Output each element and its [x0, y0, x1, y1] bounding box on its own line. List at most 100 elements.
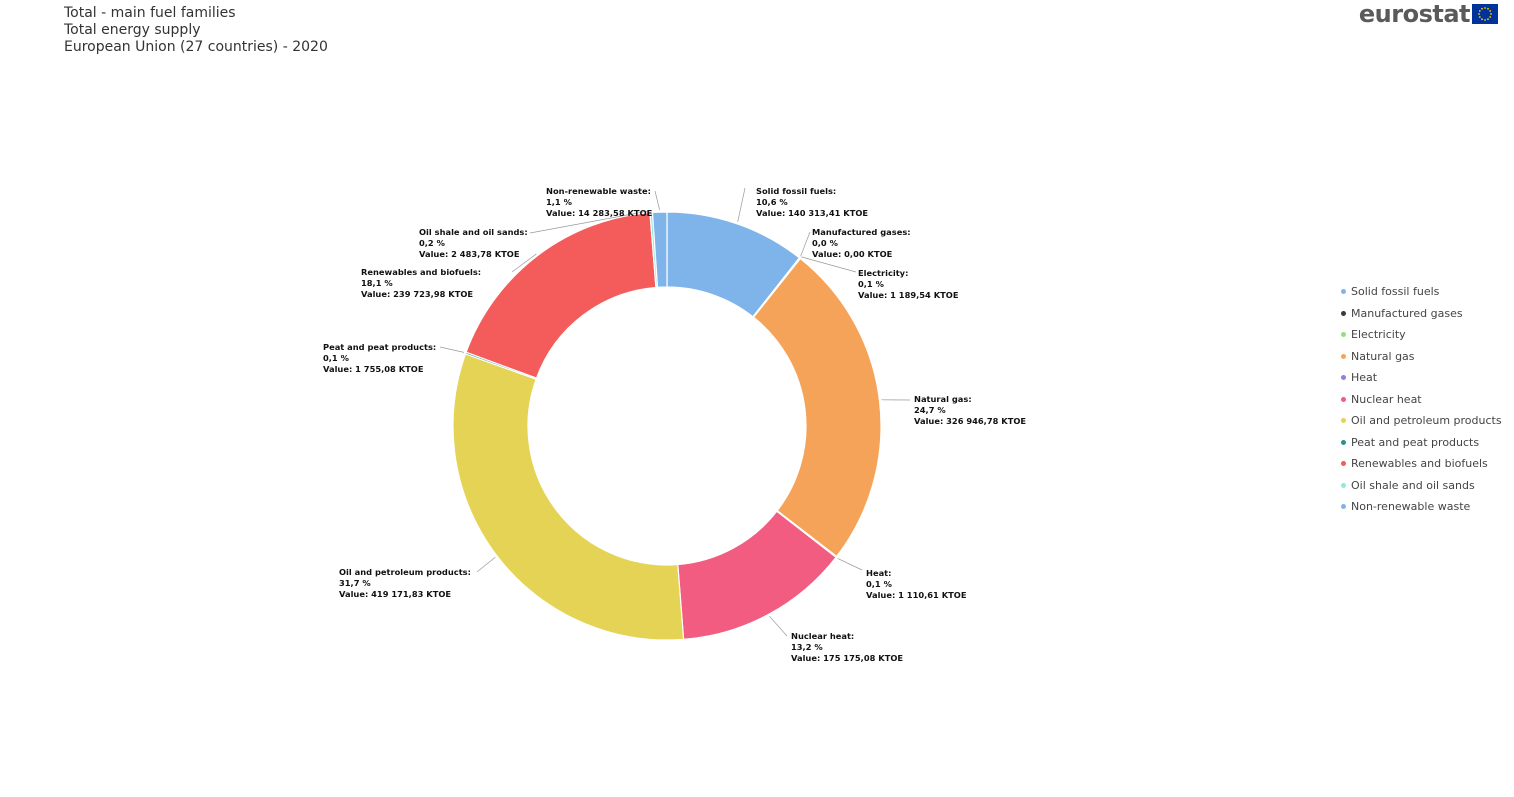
eu-flag-star — [1489, 16, 1492, 18]
legend-item-oil-shale-and-oil-sands[interactable]: Oil shale and oil sands — [1341, 475, 1502, 497]
eu-flag-star — [1478, 13, 1480, 15]
legend-label: Solid fossil fuels — [1351, 285, 1440, 299]
eurostat-logo: eurostat — [1359, 0, 1498, 28]
legend-label: Nuclear heat — [1351, 392, 1422, 406]
legend-marker — [1341, 439, 1346, 445]
connector-non-renewable-waste — [654, 190, 661, 211]
legend-item-non-renewable-waste[interactable]: Non-renewable waste — [1341, 496, 1502, 518]
data-label-value: Value: 239 723,98 KTOE — [361, 289, 473, 299]
legend-marker — [1341, 353, 1346, 359]
data-label-value: Value: 419 171,83 KTOE — [339, 589, 451, 599]
slice-renewables-and-biofuels[interactable] — [465, 212, 657, 379]
data-label-percent: 0,1 % — [866, 579, 893, 589]
eu-flag-star — [1484, 7, 1486, 9]
data-label-title: Electricity: — [858, 268, 908, 278]
legend-label: Electricity — [1351, 328, 1406, 342]
chart-title-block: Total - main fuel families Total energy … — [64, 5, 328, 56]
connector-heat — [837, 558, 863, 571]
eu-flag-star — [1478, 16, 1481, 18]
legend-label: Peat and peat products — [1351, 435, 1480, 449]
data-label-percent: 10,6 % — [756, 197, 788, 207]
legend-item-natural-gas[interactable]: Natural gas — [1341, 346, 1502, 368]
data-label-percent: 18,1 % — [361, 278, 393, 288]
data-label-title: Peat and peat products: — [323, 342, 436, 352]
connector-manufactured-gases — [800, 231, 811, 257]
donut-slices — [452, 211, 882, 641]
legend-item-nuclear-heat[interactable]: Nuclear heat — [1341, 389, 1502, 411]
data-label-title: Natural gas: — [914, 394, 972, 404]
data-label-title: Oil and petroleum products: — [339, 567, 471, 577]
data-label-manufactured-gases: Manufactured gases:0,0 %Value: 0,00 KTOE — [812, 227, 911, 259]
data-label-title: Oil shale and oil sands: — [419, 227, 528, 237]
data-label-title: Renewables and biofuels: — [361, 267, 481, 277]
legend-item-heat[interactable]: Heat — [1341, 367, 1502, 389]
data-label-percent: 24,7 % — [914, 405, 946, 415]
connector-oil-shale-and-oil-sands — [529, 210, 652, 234]
data-label-heat: Heat:0,1 %Value: 1 110,61 KTOE — [866, 568, 967, 600]
legend-marker — [1341, 375, 1346, 381]
eu-flag-star — [1487, 18, 1489, 21]
legend-marker — [1341, 289, 1346, 295]
label-connectors — [439, 187, 911, 637]
legend-item-peat-and-peat-products[interactable]: Peat and peat products — [1341, 432, 1502, 454]
slice-non-renewable-waste[interactable] — [651, 211, 668, 288]
legend-label: Heat — [1351, 371, 1378, 385]
data-label-percent: 0,1 % — [858, 279, 885, 289]
chart-legend: Solid fossil fuels Manufactured gases Elec… — [1341, 281, 1502, 518]
slice-natural-gas[interactable] — [752, 257, 882, 558]
data-label-percent: 1,1 % — [546, 197, 573, 207]
legend-label: Manufactured gases — [1351, 306, 1463, 320]
legend-marker — [1341, 482, 1346, 488]
legend-marker — [1341, 332, 1346, 338]
data-label-peat-and-peat-products: Peat and peat products:0,1 %Value: 1 755… — [323, 342, 436, 374]
data-label-natural-gas: Natural gas:24,7 %Value: 326 946,78 KTOE — [914, 394, 1026, 426]
connector-electricity — [801, 256, 857, 273]
data-label-title: Manufactured gases: — [812, 227, 911, 237]
data-label-value: Value: 2 483,78 KTOE — [419, 249, 520, 259]
connector-renewables-and-biofuels — [511, 253, 537, 273]
eu-flag-star — [1484, 19, 1486, 21]
eurostat-logo-text: eurostat — [1358, 0, 1471, 28]
data-label-title: Solid fossil fuels: — [756, 186, 836, 196]
data-label-renewables-and-biofuels: Renewables and biofuels:18,1 %Value: 239… — [361, 267, 481, 299]
eu-flag-icon — [1472, 4, 1498, 24]
data-label-non-renewable-waste: Non-renewable waste:1,1 %Value: 14 283,5… — [546, 186, 653, 218]
legend-item-solid-fossil-fuels[interactable]: Solid fossil fuels — [1341, 281, 1502, 303]
legend-label: Oil and petroleum products — [1351, 414, 1502, 428]
legend-item-renewables-and-biofuels[interactable]: Renewables and biofuels — [1341, 453, 1502, 475]
data-label-value: Value: 140 313,41 KTOE — [756, 208, 868, 218]
data-labels: Solid fossil fuels:10,6 %Value: 140 313,… — [323, 186, 1026, 663]
data-label-oil-shale-and-oil-sands: Oil shale and oil sands:0,2 %Value: 2 48… — [419, 227, 528, 259]
eu-flag-star — [1478, 10, 1481, 12]
chart-title-line-2: Total energy supply — [64, 22, 201, 38]
data-label-solid-fossil-fuels: Solid fossil fuels:10,6 %Value: 140 313,… — [756, 186, 868, 218]
connector-solid-fossil-fuels — [737, 187, 746, 222]
data-label-percent: 0,1 % — [323, 353, 350, 363]
eu-flag-star — [1481, 18, 1483, 21]
data-label-percent: 0,0 % — [812, 238, 839, 248]
data-label-value: Value: 326 946,78 KTOE — [914, 416, 1026, 426]
data-label-electricity: Electricity:0,1 %Value: 1 189,54 KTOE — [858, 268, 959, 300]
eu-flag-star — [1490, 13, 1492, 15]
legend-marker — [1341, 396, 1346, 402]
legend-item-oil-and-petroleum-products[interactable]: Oil and petroleum products — [1341, 410, 1502, 432]
eu-flag-star — [1481, 7, 1483, 10]
data-label-value: Value: 0,00 KTOE — [812, 249, 893, 259]
chart-title-line-3: European Union (27 countries) - 2020 — [64, 39, 328, 55]
data-label-title: Nuclear heat: — [791, 631, 854, 641]
connector-nuclear-heat — [769, 615, 788, 637]
slice-oil-and-petroleum-products[interactable] — [452, 353, 685, 641]
legend-item-manufactured-gases[interactable]: Manufactured gases — [1341, 303, 1502, 325]
data-label-value: Value: 1 110,61 KTOE — [866, 590, 967, 600]
data-label-percent: 13,2 % — [791, 642, 823, 652]
legend-label: Renewables and biofuels — [1351, 457, 1488, 471]
data-label-title: Heat: — [866, 568, 891, 578]
legend-marker — [1341, 418, 1346, 424]
data-label-nuclear-heat: Nuclear heat:13,2 %Value: 175 175,08 KTO… — [791, 631, 903, 663]
data-label-percent: 0,2 % — [419, 238, 446, 248]
legend-label: Oil shale and oil sands — [1351, 478, 1475, 492]
legend-item-electricity[interactable]: Electricity — [1341, 324, 1502, 346]
eu-flag-star — [1487, 7, 1489, 10]
data-label-percent: 31,7 % — [339, 578, 371, 588]
legend-label: Non-renewable waste — [1351, 500, 1471, 514]
